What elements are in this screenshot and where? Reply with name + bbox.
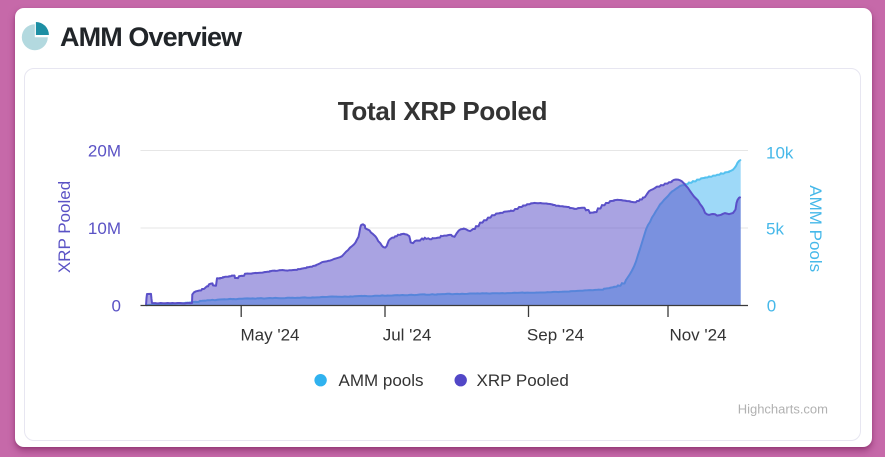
svg-text:Jul '24: Jul '24 bbox=[383, 326, 432, 345]
svg-text:Nov '24: Nov '24 bbox=[669, 326, 726, 345]
svg-text:AMM pools: AMM pools bbox=[339, 371, 424, 390]
svg-text:XRP Pooled: XRP Pooled bbox=[477, 371, 569, 390]
svg-text:5k: 5k bbox=[766, 220, 784, 239]
svg-text:20M: 20M bbox=[88, 142, 121, 161]
svg-text:10k: 10k bbox=[766, 144, 794, 163]
svg-text:AMM Pools: AMM Pools bbox=[806, 185, 825, 272]
svg-text:Highcharts.com: Highcharts.com bbox=[738, 402, 828, 417]
svg-text:Total XRP Pooled: Total XRP Pooled bbox=[338, 96, 547, 126]
svg-text:XRP Pooled: XRP Pooled bbox=[55, 181, 74, 273]
svg-text:0: 0 bbox=[112, 297, 121, 316]
svg-text:May '24: May '24 bbox=[241, 326, 300, 345]
svg-text:0: 0 bbox=[767, 297, 776, 316]
svg-text:10M: 10M bbox=[88, 219, 121, 238]
svg-text:Sep '24: Sep '24 bbox=[527, 326, 584, 345]
